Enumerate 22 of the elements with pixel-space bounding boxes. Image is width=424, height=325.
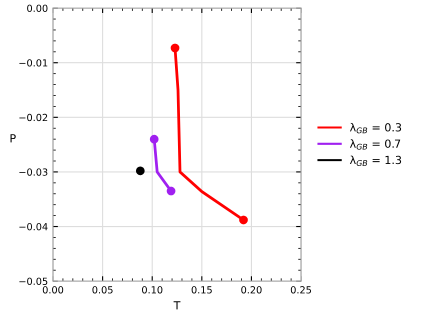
point: [136, 166, 145, 176]
point: [166, 186, 176, 196]
legend-label: λ$_{GB}$ = 1.3: [350, 156, 402, 166]
point: [239, 216, 248, 224]
legend-label: λ$_{GB}$ = 0.3: [350, 122, 402, 134]
y-tick-label: −0.04: [19, 223, 48, 230]
x-tick-label: 0.00: [42, 286, 64, 294]
x-tick-label: 0.25: [290, 286, 312, 294]
y-tick-label: −0.02: [19, 114, 48, 122]
x-tick-label: 0.20: [241, 286, 262, 294]
x-tick-label: 0.15: [192, 286, 212, 294]
y-tick-label: −0.05: [19, 278, 48, 285]
x-axis-title: T: [174, 301, 180, 310]
legend-label: λ$_{GB}$ = 0.7: [350, 139, 400, 150]
y-axis-title: P: [10, 134, 16, 142]
point: [150, 134, 159, 144]
y-tick-label: −0.03: [19, 168, 48, 176]
point: [170, 44, 180, 52]
y-tick-label: 0.00: [27, 4, 48, 12]
y-tick-label: −0.01: [19, 59, 48, 67]
x-tick-label: 0.10: [142, 286, 162, 294]
x-tick-label: 0.05: [92, 286, 113, 294]
